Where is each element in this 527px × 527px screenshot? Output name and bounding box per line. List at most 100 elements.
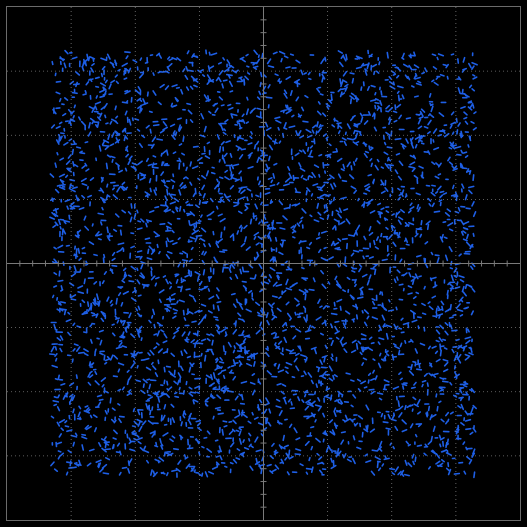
scatter-point <box>109 143 115 147</box>
scatter-point <box>171 184 175 190</box>
scatter-point <box>258 221 261 225</box>
scatter-point <box>387 163 395 167</box>
scatter-point <box>243 334 250 338</box>
scatter-point <box>389 85 396 90</box>
scatter-point <box>431 373 437 378</box>
scatter-point <box>363 386 368 389</box>
scatter-point <box>397 231 401 239</box>
scatter-point <box>234 320 237 327</box>
scatter-point <box>464 418 472 422</box>
scatter-point <box>97 116 102 121</box>
scatter-point <box>385 226 389 230</box>
scatter-point <box>196 330 199 336</box>
scatter-point <box>265 347 270 352</box>
scatter-point <box>149 187 152 193</box>
scatter-point <box>313 390 317 395</box>
scatter-point <box>128 458 133 465</box>
scatter-point <box>458 345 464 349</box>
scatter-point <box>401 383 408 387</box>
scatter-point <box>175 86 180 89</box>
scatter-point <box>317 211 322 216</box>
scatter-point <box>65 174 69 178</box>
scatter-point <box>174 273 178 276</box>
scatter-point <box>394 169 399 175</box>
scatter-point <box>274 449 277 456</box>
scatter-point <box>154 372 159 378</box>
scatter-point <box>371 449 379 452</box>
scatter-point <box>356 446 362 450</box>
scatter-point <box>464 120 469 125</box>
scatter-point <box>377 105 381 109</box>
scatter-point <box>417 125 423 130</box>
scatter-point <box>163 179 166 184</box>
scatter-point <box>232 349 236 354</box>
scatter-point <box>410 85 415 88</box>
scatter-point <box>447 281 451 286</box>
scatter-point <box>115 451 121 454</box>
scatter-point <box>252 352 255 358</box>
scatter-point <box>241 280 247 283</box>
scatter-point <box>303 393 307 398</box>
scatter-point <box>113 419 117 424</box>
scatter-point <box>244 349 249 355</box>
scatter-point <box>424 67 428 73</box>
scatter-point <box>264 191 271 195</box>
scatter-point <box>438 199 443 203</box>
scatter-point <box>280 390 285 395</box>
scatter-point <box>84 90 87 94</box>
scatter-point <box>385 110 390 113</box>
scatter-point <box>73 265 77 272</box>
scatter-point <box>433 81 439 86</box>
scatter-point <box>281 321 287 328</box>
scatter-point <box>256 406 261 411</box>
scatter-point <box>380 207 385 211</box>
scatter-point <box>295 365 300 372</box>
scatter-point <box>316 202 320 209</box>
scatter-point <box>229 90 234 93</box>
scatter-point <box>452 313 457 317</box>
scatter-point <box>401 57 405 61</box>
scatter-point <box>236 301 243 306</box>
scatter-point <box>330 457 334 463</box>
scatter-point <box>130 352 137 357</box>
scatter-point <box>195 438 200 445</box>
scatter-point <box>327 99 333 104</box>
scatter-point <box>111 443 115 450</box>
scatter-point <box>79 152 86 155</box>
scatter-point <box>376 220 381 225</box>
scatter-point <box>446 438 450 444</box>
scatter-point <box>137 104 143 110</box>
scatter-point <box>323 355 326 363</box>
scatter-point <box>134 118 140 121</box>
scatter-point <box>371 112 376 118</box>
scatter-point <box>210 171 216 175</box>
scatter-point <box>323 209 329 214</box>
scatter-point <box>89 363 94 366</box>
scatter-point <box>144 237 151 240</box>
scatter-point <box>321 370 327 377</box>
scatter-point <box>472 104 475 109</box>
scatter-point <box>406 404 412 409</box>
scatter-point <box>106 53 111 60</box>
scatter-point <box>270 179 274 184</box>
scatter-point <box>337 130 341 135</box>
scatter-point <box>409 154 415 159</box>
scatter-point <box>198 451 201 456</box>
scatter-point <box>415 368 423 371</box>
scatter-point <box>396 269 401 274</box>
scatter-point <box>259 149 266 154</box>
scatter-point <box>304 356 308 363</box>
scatter-point <box>132 165 137 172</box>
scatter-point <box>455 338 460 342</box>
scatter-point <box>246 188 252 192</box>
scatter-point <box>269 470 274 475</box>
scatter-point <box>383 141 387 146</box>
scatter-point <box>292 176 296 181</box>
scatter-point <box>178 299 185 303</box>
scatter-point <box>208 243 212 248</box>
scatter-point <box>334 275 338 281</box>
scatter-point <box>120 319 126 323</box>
scatter-point <box>253 231 260 237</box>
scatter-point <box>231 69 237 74</box>
scatter-point <box>160 392 166 396</box>
